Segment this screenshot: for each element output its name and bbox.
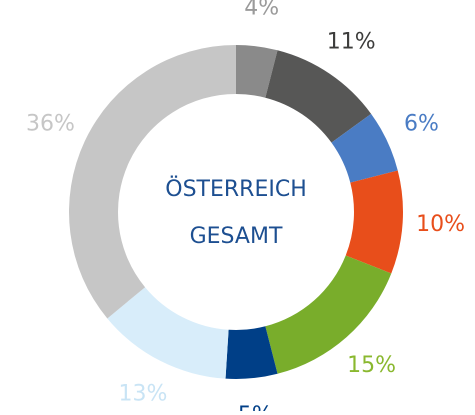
- data-label: 6%: [404, 112, 439, 137]
- donut-segment: [265, 255, 392, 374]
- data-label: 11%: [327, 29, 376, 54]
- data-label: 15%: [347, 353, 396, 378]
- donut-segment: [265, 50, 372, 143]
- data-label: 36%: [26, 112, 75, 137]
- center-text: GESAMT: [190, 224, 283, 249]
- data-label: 13%: [118, 382, 167, 407]
- data-label: 5%: [238, 403, 273, 411]
- data-label: 10%: [416, 212, 465, 237]
- donut-segment: [236, 45, 278, 98]
- donut-segment: [225, 326, 278, 380]
- center-text: ÖSTERREICH: [165, 176, 307, 202]
- donut-segment: [331, 113, 398, 183]
- donut-segment: [345, 170, 403, 274]
- data-label: 4%: [244, 0, 279, 21]
- donut-segment: [107, 287, 229, 379]
- donut-segment: [69, 45, 236, 319]
